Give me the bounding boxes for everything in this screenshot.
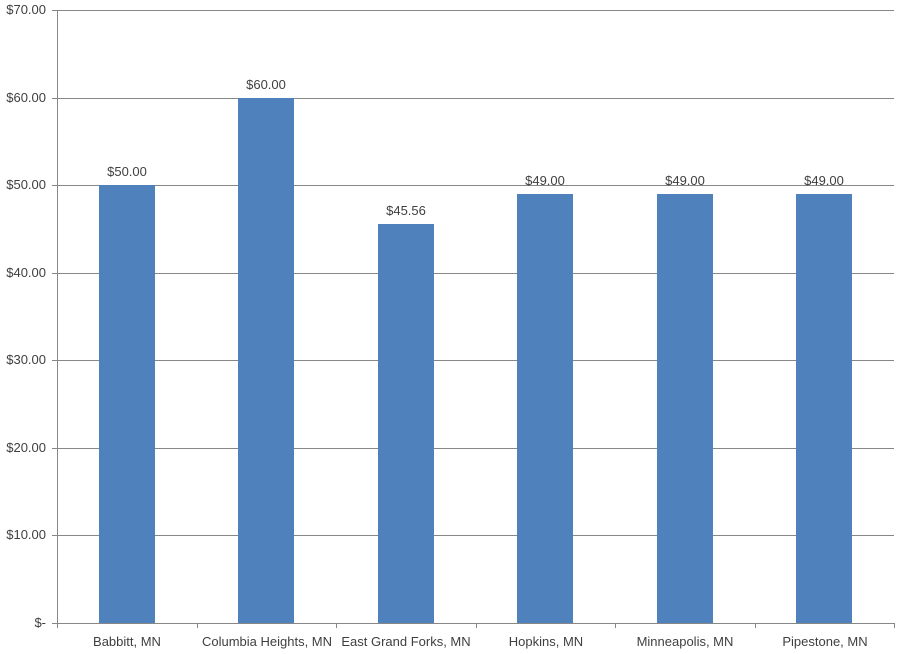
gridline xyxy=(57,10,894,11)
gridline xyxy=(57,448,894,449)
y-axis-tick xyxy=(52,10,57,11)
y-axis-line xyxy=(57,10,58,624)
gridline xyxy=(57,360,894,361)
y-axis-tick-label: $10.00 xyxy=(6,527,46,542)
bar xyxy=(238,98,294,623)
gridline xyxy=(57,535,894,536)
y-axis-tick xyxy=(52,273,57,274)
bar-value-label: $60.00 xyxy=(246,77,286,92)
bar-value-label: $49.00 xyxy=(525,173,565,188)
x-axis-tick xyxy=(755,623,756,628)
bar xyxy=(657,194,713,623)
y-axis-tick-label: $70.00 xyxy=(6,2,46,17)
bar-value-label: $50.00 xyxy=(107,164,147,179)
x-axis-tick xyxy=(615,623,616,628)
y-axis-tick xyxy=(52,623,57,624)
x-axis-tick xyxy=(894,623,895,628)
x-axis-category-label: East Grand Forks, MN xyxy=(341,634,471,649)
gridline xyxy=(57,185,894,186)
bar-value-label: $49.00 xyxy=(665,173,705,188)
gridline xyxy=(57,273,894,274)
x-axis-category-label: Minneapolis, MN xyxy=(636,634,734,649)
x-axis-tick xyxy=(476,623,477,628)
bar xyxy=(99,185,155,623)
x-axis-category-label: Hopkins, MN xyxy=(508,634,584,649)
x-axis-category-label: Columbia Heights, MN xyxy=(201,634,333,649)
x-axis-category-label: Babbitt, MN xyxy=(93,634,161,649)
bar xyxy=(378,224,434,623)
y-axis-tick xyxy=(52,185,57,186)
x-axis-category-label: Pipestone, MN xyxy=(782,634,868,649)
y-axis-tick xyxy=(52,535,57,536)
y-axis-tick-label: $- xyxy=(34,615,46,630)
x-axis-line xyxy=(57,623,894,624)
y-axis-tick-label: $40.00 xyxy=(6,265,46,280)
gridline xyxy=(57,98,894,99)
bar xyxy=(796,194,852,623)
y-axis-tick xyxy=(52,98,57,99)
bar-value-label: $49.00 xyxy=(804,173,844,188)
bar-value-label: $45.56 xyxy=(386,203,426,218)
y-axis-tick-label: $20.00 xyxy=(6,440,46,455)
y-axis-tick-label: $60.00 xyxy=(6,90,46,105)
y-axis-tick xyxy=(52,448,57,449)
x-axis-tick xyxy=(57,623,58,628)
bar xyxy=(517,194,573,623)
x-axis-tick xyxy=(197,623,198,628)
x-axis-tick xyxy=(336,623,337,628)
y-axis-tick xyxy=(52,360,57,361)
y-axis-tick-label: $30.00 xyxy=(6,352,46,367)
y-axis-tick-label: $50.00 xyxy=(6,177,46,192)
